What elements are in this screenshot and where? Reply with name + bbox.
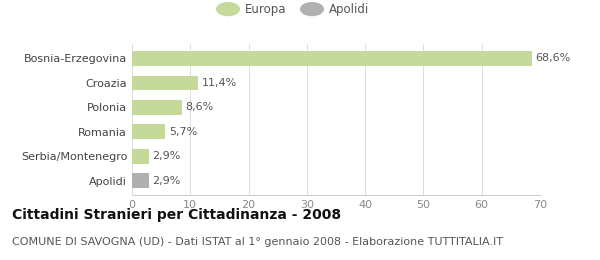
Bar bbox=[132, 173, 149, 188]
Bar bbox=[132, 125, 165, 139]
Bar bbox=[132, 76, 199, 90]
Bar bbox=[132, 51, 532, 66]
Text: Cittadini Stranieri per Cittadinanza - 2008: Cittadini Stranieri per Cittadinanza - 2… bbox=[12, 208, 341, 222]
Text: 68,6%: 68,6% bbox=[535, 53, 571, 63]
Text: 5,7%: 5,7% bbox=[169, 127, 197, 137]
Bar bbox=[132, 100, 182, 115]
Text: 8,6%: 8,6% bbox=[185, 102, 214, 112]
Text: 2,9%: 2,9% bbox=[152, 176, 181, 186]
Text: 2,9%: 2,9% bbox=[152, 151, 181, 161]
Text: 11,4%: 11,4% bbox=[202, 78, 237, 88]
Text: Apolidi: Apolidi bbox=[329, 3, 369, 16]
Text: Europa: Europa bbox=[245, 3, 286, 16]
Text: COMUNE DI SAVOGNA (UD) - Dati ISTAT al 1° gennaio 2008 - Elaborazione TUTTITALIA: COMUNE DI SAVOGNA (UD) - Dati ISTAT al 1… bbox=[12, 237, 503, 246]
Bar bbox=[132, 149, 149, 164]
